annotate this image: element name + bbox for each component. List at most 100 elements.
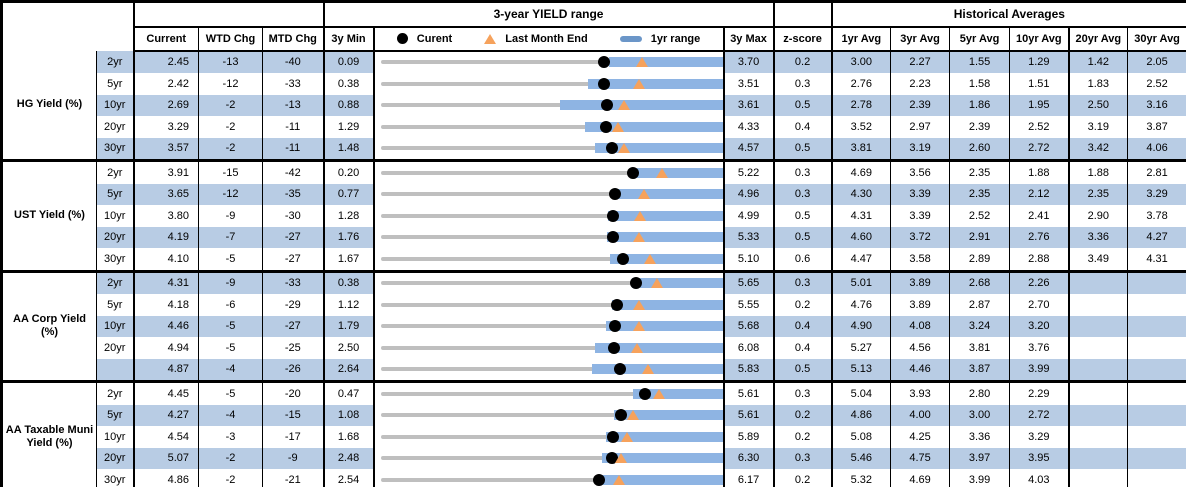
cell-wtd-chg: -3 xyxy=(198,426,263,448)
1yr-range-bar xyxy=(608,210,722,221)
3y-range-track xyxy=(380,434,719,439)
cell-current: 4.27 xyxy=(133,404,199,426)
cell-avg-10yr-avg: 2.29 xyxy=(1009,380,1070,405)
cell-tenor: 30yr xyxy=(96,469,135,487)
cell-avg-3yr-avg: 3.93 xyxy=(890,380,951,405)
cell-mtd-chg: -27 xyxy=(262,226,325,248)
cell-avg-30yr-avg: 2.52 xyxy=(1127,73,1186,95)
table-row: 20yr 5.07 -2 -9 2.48 6.30 0.3 5.46 4.75 3.97 3.95 xyxy=(2,447,1186,469)
cell-avg-10yr-avg: 2.70 xyxy=(1009,294,1070,316)
cell-avg-30yr-avg: 3.78 xyxy=(1127,205,1186,227)
cell-3y-min: 1.68 xyxy=(323,426,375,448)
col-header-3yr-avg: 3yr Avg xyxy=(890,25,951,52)
cell-wtd-chg: -9 xyxy=(198,205,263,227)
cell-3y-max: 5.83 xyxy=(723,358,775,382)
3y-range-track xyxy=(380,391,719,396)
table-row: 20yr 3.29 -2 -11 1.29 4.33 0.4 3.52 2.97 2.39 2.52… xyxy=(2,116,1186,138)
range-chart-cell xyxy=(373,137,725,161)
cell-3y-max: 3.70 xyxy=(723,50,775,73)
cell-avg-1yr-avg: 3.52 xyxy=(831,116,892,138)
col-header-wtd-chg: WTD Chg xyxy=(198,25,263,52)
cell-avg-30yr-avg xyxy=(1127,426,1186,448)
col-header-1yr-avg: 1yr Avg xyxy=(830,25,892,52)
cell-avg-20yr-avg: 2.50 xyxy=(1068,94,1129,116)
cell-avg-30yr-avg xyxy=(1127,269,1186,294)
current-dot-marker xyxy=(609,188,622,201)
cell-wtd-chg: -5 xyxy=(198,315,263,337)
last-month-end-triangle-marker xyxy=(631,342,644,353)
cell-avg-1yr-avg: 5.13 xyxy=(831,358,892,382)
cell-z-score: 0.5 xyxy=(773,205,833,227)
cell-avg-30yr-avg: 4.31 xyxy=(1127,248,1186,271)
cell-avg-20yr-avg: 1.42 xyxy=(1068,50,1129,73)
cell-3y-min: 0.38 xyxy=(323,73,375,95)
cell-avg-30yr-avg xyxy=(1127,337,1186,359)
current-dot-marker xyxy=(605,142,618,155)
range-chart-cell xyxy=(373,226,725,248)
cell-mtd-chg: -15 xyxy=(262,404,325,426)
cell-3y-max: 6.30 xyxy=(723,447,775,469)
cell-avg-30yr-avg xyxy=(1127,469,1186,487)
cell-avg-10yr-avg: 2.26 xyxy=(1009,269,1070,294)
range-chart-cell xyxy=(373,294,725,316)
cell-avg-30yr-avg: 3.87 xyxy=(1127,116,1186,138)
cell-avg-20yr-avg xyxy=(1068,426,1129,448)
cell-current: 2.45 xyxy=(133,50,199,73)
cell-wtd-chg: -2 xyxy=(198,116,263,138)
1yr-range-bar xyxy=(612,299,722,310)
current-dot-marker xyxy=(609,320,622,333)
1yr-range-bar xyxy=(631,278,722,289)
cell-3y-min: 0.38 xyxy=(323,269,375,294)
range-chart-cell xyxy=(373,205,725,227)
cell-tenor: 2yr xyxy=(96,50,135,73)
cell-3y-min: 2.54 xyxy=(323,469,375,487)
cell-wtd-chg: -12 xyxy=(198,183,263,205)
cell-avg-1yr-avg: 5.04 xyxy=(831,380,892,405)
col-header-mtd-chg: MTD Chg xyxy=(261,25,325,52)
cell-tenor: 30yr xyxy=(96,137,135,161)
cell-z-score: 0.2 xyxy=(773,469,833,487)
cell-z-score: 0.5 xyxy=(773,358,833,382)
cell-mtd-chg: -25 xyxy=(262,337,325,359)
1yr-range-bar xyxy=(594,342,722,353)
cell-wtd-chg: -12 xyxy=(198,73,263,95)
cell-mtd-chg: -29 xyxy=(262,294,325,316)
range-chart-cell xyxy=(373,404,725,426)
row-group-label: AA Taxable Muni Yield (%) xyxy=(1,380,97,487)
cell-3y-min: 1.29 xyxy=(323,116,375,138)
table-row: AA Corp Yield (%) 2yr 4.31 -9 -33 0.38 5.65 0.3… xyxy=(1,269,1186,382)
last-month-end-triangle-marker xyxy=(636,57,649,68)
cell-tenor: 5yr xyxy=(96,73,135,95)
3y-range-track xyxy=(380,302,719,307)
current-dot-marker xyxy=(597,77,610,90)
cell-mtd-chg: -11 xyxy=(262,116,325,138)
3y-range-track xyxy=(380,235,719,240)
cell-avg-30yr-avg: 2.05 xyxy=(1127,50,1186,73)
current-dot-marker xyxy=(599,120,612,133)
cell-wtd-chg: -4 xyxy=(198,358,263,382)
cell-avg-5yr-avg: 2.39 xyxy=(949,116,1011,138)
cell-tenor: 10yr xyxy=(96,205,135,227)
cell-avg-1yr-avg: 3.81 xyxy=(831,137,892,161)
cell-wtd-chg: -7 xyxy=(198,226,263,248)
1yr-range-bar xyxy=(633,388,722,399)
cell-avg-3yr-avg: 4.25 xyxy=(890,426,951,448)
cell-z-score: 0.4 xyxy=(773,116,833,138)
cell-z-score: 0.3 xyxy=(773,159,833,184)
cell-tenor: 10yr xyxy=(96,94,135,116)
cell-z-score: 0.5 xyxy=(773,94,833,116)
1yr-range-bar xyxy=(613,410,722,421)
cell-tenor: 5yr xyxy=(96,183,135,205)
cell-current: 4.87 xyxy=(133,358,199,382)
cell-mtd-chg: -26 xyxy=(262,358,325,382)
1yr-range-bar xyxy=(630,167,722,178)
cell-mtd-chg: -21 xyxy=(262,469,325,487)
range-chart-cell xyxy=(373,116,725,138)
current-dot-marker xyxy=(598,56,611,69)
cell-avg-1yr-avg: 5.27 xyxy=(831,337,892,359)
last-month-end-triangle-marker xyxy=(620,431,633,442)
cell-wtd-chg: -2 xyxy=(198,94,263,116)
cell-avg-10yr-avg: 3.99 xyxy=(1009,358,1070,382)
cell-avg-1yr-avg: 5.32 xyxy=(831,469,892,487)
